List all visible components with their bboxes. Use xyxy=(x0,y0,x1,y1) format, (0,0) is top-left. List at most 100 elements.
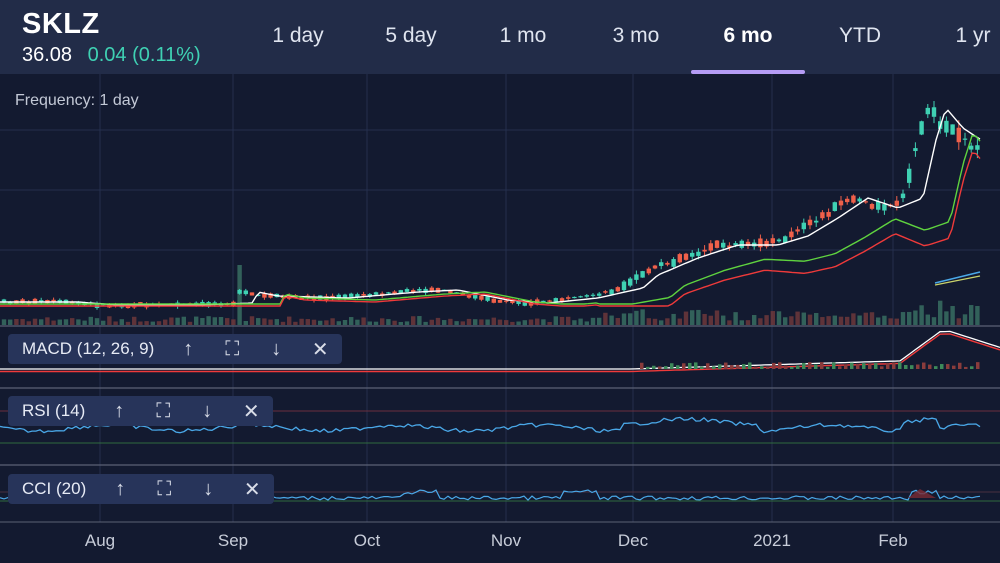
candle-body xyxy=(32,298,38,304)
macd-histogram-bar xyxy=(916,364,920,369)
volume-bar xyxy=(962,314,968,325)
tab-ytd[interactable]: YTD xyxy=(839,24,881,47)
volume-bar xyxy=(702,313,707,325)
macd-histogram-bar xyxy=(790,366,794,369)
close-icon[interactable]: ✕ xyxy=(243,478,261,501)
expand-icon[interactable]: ⛶ xyxy=(225,337,240,360)
volume-bar xyxy=(832,315,837,325)
tab-1-day[interactable]: 1 day xyxy=(272,24,324,47)
candle-body xyxy=(429,287,434,292)
volume-bar xyxy=(349,317,354,325)
macd-histogram-bar xyxy=(742,364,746,369)
candle-body xyxy=(950,124,955,135)
volume-bar xyxy=(863,312,868,325)
volume-bar xyxy=(659,320,664,325)
candle-body xyxy=(336,294,341,299)
tab-1-mo[interactable]: 1 mo xyxy=(499,24,547,47)
volume-bar xyxy=(404,321,410,325)
volume-bar xyxy=(516,321,521,325)
cci-label[interactable]: CCI (20) xyxy=(22,479,87,498)
candle-body xyxy=(758,238,763,248)
tab-6-mo[interactable]: 6 mo xyxy=(723,24,773,47)
range-tabs: 1 day 5 day 1 mo 3 mo 6 mo YTD 1 yr xyxy=(0,0,1000,74)
ticker-symbol: SKLZ xyxy=(22,8,100,40)
macd-label[interactable]: MACD (12, 26, 9) xyxy=(22,339,155,358)
candle-body xyxy=(361,294,366,296)
candle-body xyxy=(566,297,571,299)
candle-body xyxy=(962,138,968,140)
volume-bar xyxy=(770,311,775,325)
volume-bar xyxy=(175,317,180,325)
arrow-up-icon[interactable]: ↑ xyxy=(114,399,125,422)
price-chart[interactable] xyxy=(0,74,1000,563)
month-label-nov: Nov xyxy=(490,531,522,550)
candle-body xyxy=(392,291,397,294)
cci-indicator-bar: CCI (20) ↑ ⛶ ↓ ✕ xyxy=(8,474,275,504)
macd-histogram-bar xyxy=(724,362,728,369)
close-icon[interactable]: ✕ xyxy=(242,400,260,423)
volume-bar xyxy=(187,321,193,325)
volume-bar xyxy=(336,321,341,325)
candle-body xyxy=(504,300,509,302)
macd-histogram-bar xyxy=(784,365,788,369)
macd-histogram-bar xyxy=(952,365,956,369)
candle-body xyxy=(975,145,980,150)
macd-histogram-bar xyxy=(802,362,806,369)
volume-bar xyxy=(597,317,602,325)
volume-bar xyxy=(429,319,434,325)
volume-bar xyxy=(305,319,310,325)
volume-bar xyxy=(745,320,751,325)
volume-bar xyxy=(392,320,397,325)
rsi-label[interactable]: RSI (14) xyxy=(22,401,86,420)
volume-bar xyxy=(925,314,930,325)
candle-body xyxy=(696,251,701,256)
arrow-up-icon[interactable]: ↑ xyxy=(115,477,126,500)
tab-5-day[interactable]: 5 day xyxy=(385,24,437,47)
volume-bar xyxy=(603,312,608,325)
volume-bars xyxy=(1,265,980,325)
candle-body xyxy=(876,201,881,210)
volume-bar xyxy=(584,321,589,325)
volume-bar xyxy=(944,311,949,325)
candle-body xyxy=(404,289,410,292)
close-icon[interactable]: ✕ xyxy=(311,338,329,361)
volume-bar xyxy=(814,312,819,325)
candle-body xyxy=(628,278,633,286)
arrow-down-icon[interactable]: ↓ xyxy=(202,399,213,422)
volume-bar xyxy=(541,319,546,325)
candle-body xyxy=(652,265,658,269)
macd-histogram-bar xyxy=(862,363,866,369)
macd-histogram-bar xyxy=(868,363,872,369)
volume-bar xyxy=(665,318,670,325)
trend-line xyxy=(934,275,981,286)
volume-bar xyxy=(342,319,348,325)
volume-bar xyxy=(615,318,620,325)
volume-bar xyxy=(882,315,887,325)
volume-bar xyxy=(51,320,56,325)
active-tab-indicator xyxy=(691,70,805,74)
volume-bar xyxy=(361,317,366,325)
candle-body xyxy=(417,289,422,291)
arrow-down-icon[interactable]: ↓ xyxy=(271,337,282,360)
volume-bar xyxy=(776,311,782,325)
volume-bar xyxy=(101,320,106,325)
arrow-down-icon[interactable]: ↓ xyxy=(203,477,214,500)
candle-body xyxy=(200,301,205,305)
volume-bar xyxy=(398,321,403,325)
candle-body xyxy=(262,293,267,298)
candle-body xyxy=(832,202,837,211)
candle-body xyxy=(510,300,515,304)
arrow-up-icon[interactable]: ↑ xyxy=(183,337,194,360)
moving-averages xyxy=(0,109,981,307)
volume-bar xyxy=(857,315,862,325)
volume-bar xyxy=(566,316,571,325)
tab-1-yr[interactable]: 1 yr xyxy=(955,24,991,47)
candle-body xyxy=(373,292,379,295)
month-label-feb: Feb xyxy=(878,531,908,550)
volume-bar xyxy=(789,316,794,325)
volume-bar xyxy=(609,315,614,325)
expand-icon[interactable]: ⛶ xyxy=(156,399,171,422)
tab-3-mo[interactable]: 3 mo xyxy=(612,24,660,47)
volume-bar xyxy=(423,321,428,325)
expand-icon[interactable]: ⛶ xyxy=(157,477,172,500)
